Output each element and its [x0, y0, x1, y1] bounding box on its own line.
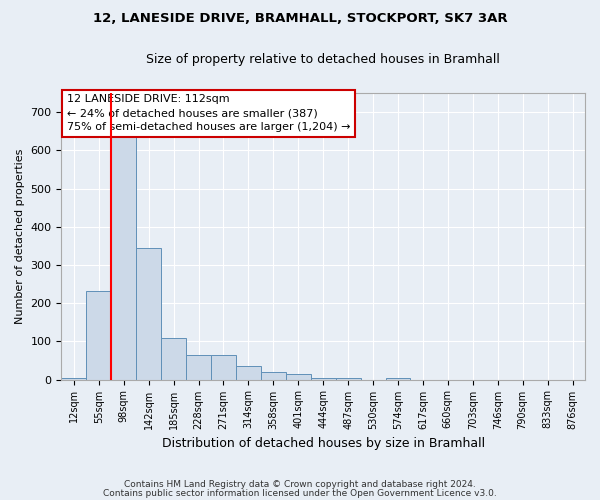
Bar: [86, 291, 111, 380]
Bar: [136, 248, 161, 380]
Text: Contains HM Land Registry data © Crown copyright and database right 2024.: Contains HM Land Registry data © Crown c…: [124, 480, 476, 489]
Bar: [335, 378, 361, 380]
Bar: [311, 378, 335, 380]
Bar: [111, 116, 136, 380]
Bar: [236, 366, 261, 380]
Y-axis label: Number of detached properties: Number of detached properties: [15, 148, 25, 324]
Bar: [211, 354, 236, 380]
Text: 12 LANESIDE DRIVE: 112sqm
← 24% of detached houses are smaller (387)
75% of semi: 12 LANESIDE DRIVE: 112sqm ← 24% of detac…: [67, 94, 350, 132]
Bar: [61, 378, 86, 380]
Bar: [386, 378, 410, 380]
X-axis label: Distribution of detached houses by size in Bramhall: Distribution of detached houses by size …: [161, 437, 485, 450]
Text: Contains public sector information licensed under the Open Government Licence v3: Contains public sector information licen…: [103, 488, 497, 498]
Bar: [186, 354, 211, 380]
Title: Size of property relative to detached houses in Bramhall: Size of property relative to detached ho…: [146, 52, 500, 66]
Bar: [286, 374, 311, 380]
Text: 12, LANESIDE DRIVE, BRAMHALL, STOCKPORT, SK7 3AR: 12, LANESIDE DRIVE, BRAMHALL, STOCKPORT,…: [92, 12, 508, 26]
Bar: [161, 338, 186, 380]
Bar: [261, 372, 286, 380]
